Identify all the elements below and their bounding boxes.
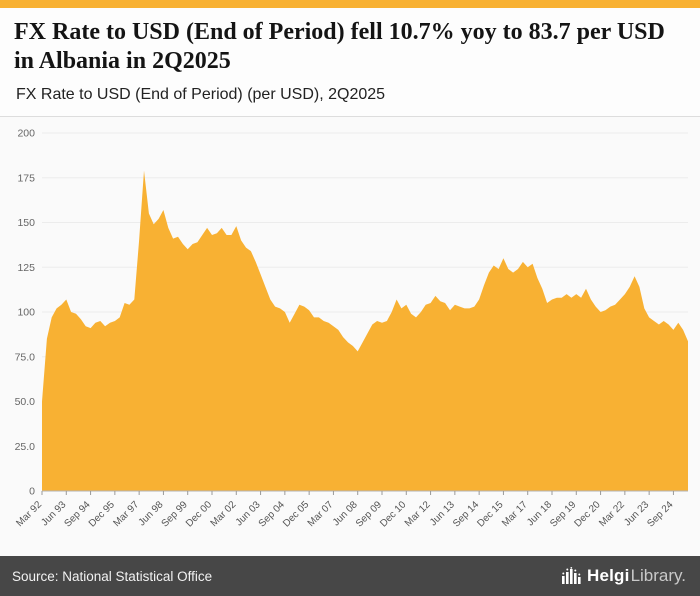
svg-text:Sep 04: Sep 04 xyxy=(257,499,287,529)
svg-text:Dec 10: Dec 10 xyxy=(378,499,408,529)
svg-text:Sep 14: Sep 14 xyxy=(451,499,481,529)
svg-text:100: 100 xyxy=(17,306,35,318)
svg-text:0: 0 xyxy=(29,485,35,497)
svg-text:Mar 12: Mar 12 xyxy=(403,499,433,529)
helgi-logo-icon xyxy=(562,567,581,584)
svg-text:75.0: 75.0 xyxy=(15,351,36,363)
source-text: Source: National Statistical Office xyxy=(12,568,213,584)
svg-text:Dec 20: Dec 20 xyxy=(573,499,603,529)
svg-text:200: 200 xyxy=(17,127,35,139)
svg-text:150: 150 xyxy=(17,217,35,229)
svg-text:Dec 15: Dec 15 xyxy=(475,499,505,529)
svg-text:50.0: 50.0 xyxy=(15,396,36,408)
chart-header: FX Rate to USD (End of Period) fell 10.7… xyxy=(0,8,700,117)
svg-text:25.0: 25.0 xyxy=(15,440,36,452)
helgi-library-logo: Helgi Library. xyxy=(561,566,686,586)
svg-text:Sep 94: Sep 94 xyxy=(62,499,92,529)
accent-top-bar xyxy=(0,0,700,8)
svg-text:Mar 97: Mar 97 xyxy=(111,499,141,529)
page-title: FX Rate to USD (End of Period) fell 10.7… xyxy=(14,19,665,75)
svg-text:Mar 22: Mar 22 xyxy=(597,499,627,529)
svg-text:Sep 24: Sep 24 xyxy=(645,499,675,529)
svg-text:Dec 95: Dec 95 xyxy=(87,499,117,529)
svg-text:175: 175 xyxy=(17,172,35,184)
svg-text:Dec 05: Dec 05 xyxy=(281,499,311,529)
svg-text:Dec 00: Dec 00 xyxy=(184,499,214,529)
svg-text:Sep 09: Sep 09 xyxy=(354,499,384,529)
svg-text:Mar 92: Mar 92 xyxy=(14,499,44,529)
svg-text:Mar 02: Mar 02 xyxy=(209,499,239,529)
chart-area: 0 25.0 50.0 75.0 100 125 150 175 200 Mar 92 Jun 93… xyxy=(0,116,700,556)
svg-text:Mar 07: Mar 07 xyxy=(306,499,336,529)
svg-text:125: 125 xyxy=(17,261,35,273)
logo-text-library: Library. xyxy=(630,566,686,585)
svg-text:Sep 99: Sep 99 xyxy=(160,499,190,529)
footer-bar: Source: National Statistical Office Helg… xyxy=(0,556,700,596)
logo-text-helgi: Helgi xyxy=(587,566,630,585)
svg-text:Sep 19: Sep 19 xyxy=(548,499,578,529)
chart-subtitle: FX Rate to USD (End of Period) (per USD)… xyxy=(16,85,386,103)
svg-text:Mar 17: Mar 17 xyxy=(500,499,530,529)
